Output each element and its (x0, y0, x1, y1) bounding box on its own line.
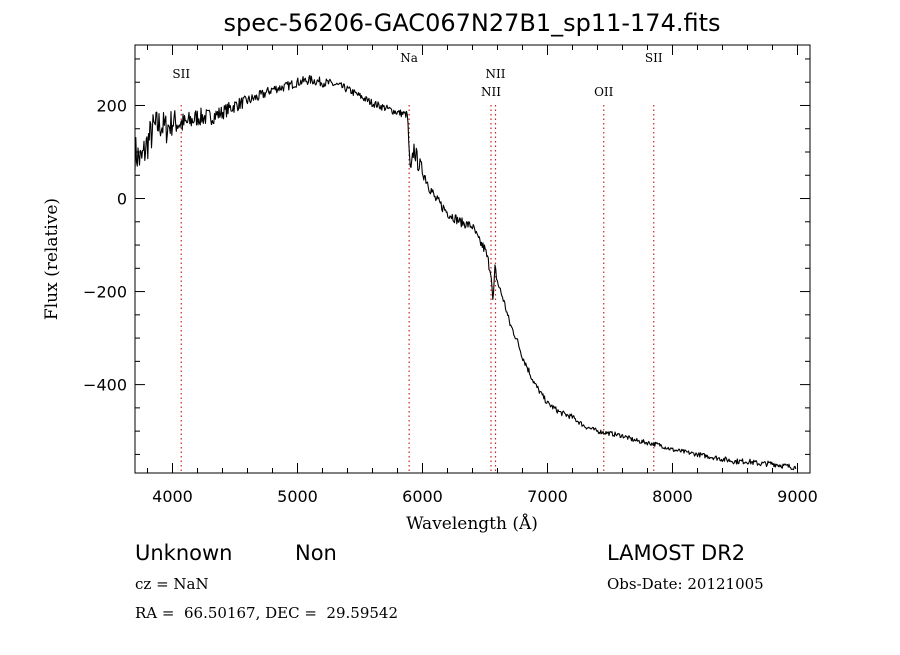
spectral-line-label: OII (594, 85, 614, 99)
y-tick-label: −400 (83, 376, 127, 395)
x-tick-label: 9000 (777, 487, 818, 506)
survey-name: LAMOST DR2 (607, 541, 745, 565)
x-tick-label: 8000 (652, 487, 693, 506)
x-tick-label: 7000 (527, 487, 568, 506)
spectral-line-label: NII (481, 85, 501, 99)
x-tick-label: 6000 (402, 487, 443, 506)
x-tick-label: 4000 (152, 487, 193, 506)
spectral-subclass: Non (295, 541, 337, 565)
y-tick-label: −200 (83, 283, 127, 302)
spectrum-line (134, 74, 797, 471)
y-tick-label: 200 (96, 96, 127, 115)
plot-frame (134, 44, 811, 474)
redshift-text: cz = NaN (135, 575, 209, 593)
chart-title: spec-56206-GAC067N27B1_sp11-174.fits (223, 9, 720, 37)
y-tick-label: 0 (117, 190, 127, 209)
x-tick-label: 5000 (277, 487, 318, 506)
chart-marks: 4000 5000 6000 7000 8000 9000 −400 −200 0 200 SII N… (83, 45, 818, 506)
spectral-line-label: SII (645, 51, 663, 65)
spectral-line-label: NII (486, 67, 506, 81)
x-axis-label: Wavelength (Å) (406, 513, 538, 534)
spectral-class: Unknown (135, 541, 232, 565)
spectral-line-label: SII (172, 67, 190, 81)
coordinates-text: RA = 66.50167, DEC = 29.59542 (135, 604, 398, 622)
spectral-line-label: Na (400, 51, 418, 65)
obs-date-text: Obs-Date: 20121005 (607, 575, 764, 593)
y-axis-label: Flux (relative) (42, 198, 62, 320)
